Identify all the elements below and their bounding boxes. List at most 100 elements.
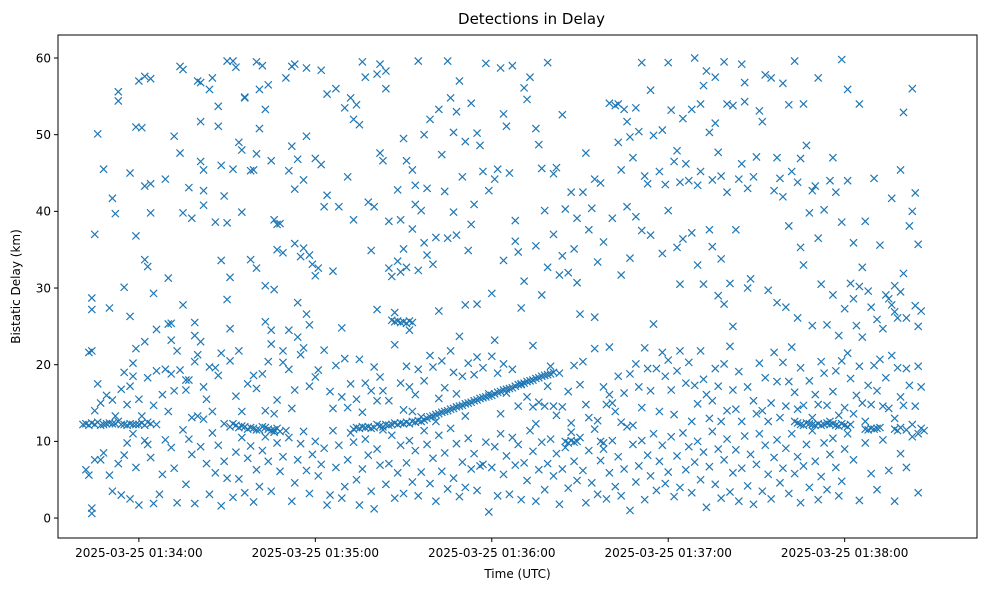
data-point xyxy=(393,468,402,477)
data-point xyxy=(643,451,652,460)
data-point xyxy=(834,331,843,340)
data-point xyxy=(511,237,520,246)
data-point xyxy=(570,244,579,253)
data-point xyxy=(661,180,670,189)
data-point xyxy=(152,420,161,429)
data-point xyxy=(699,448,708,457)
data-point xyxy=(158,470,167,479)
data-point xyxy=(543,382,552,391)
data-point xyxy=(299,175,308,184)
data-point xyxy=(525,376,535,385)
data-point xyxy=(825,450,834,459)
data-point xyxy=(605,99,614,108)
data-point xyxy=(678,114,687,123)
data-point xyxy=(278,358,287,367)
data-point xyxy=(375,60,385,69)
data-point xyxy=(561,205,570,214)
data-point xyxy=(714,445,723,454)
data-point xyxy=(602,400,611,409)
data-point xyxy=(884,404,893,413)
data-point xyxy=(117,491,126,500)
data-point xyxy=(852,391,861,400)
data-point xyxy=(578,188,587,197)
data-point xyxy=(270,215,279,224)
data-point xyxy=(708,242,717,251)
data-point xyxy=(390,494,399,503)
data-point xyxy=(281,426,290,435)
data-point xyxy=(446,93,455,102)
data-point xyxy=(872,485,882,494)
data-point xyxy=(646,231,655,240)
data-point xyxy=(120,451,129,460)
data-point xyxy=(352,475,361,484)
data-point xyxy=(425,479,435,488)
x-axis-label: Time (UTC) xyxy=(483,567,550,581)
data-point xyxy=(799,401,808,410)
data-point xyxy=(725,279,734,288)
data-point xyxy=(890,281,899,290)
data-point xyxy=(705,414,714,423)
data-point xyxy=(872,315,882,324)
data-point xyxy=(81,465,90,474)
data-point xyxy=(890,414,899,423)
data-point xyxy=(637,58,646,67)
data-point xyxy=(528,402,537,411)
data-point xyxy=(905,381,914,390)
data-point xyxy=(211,468,220,477)
data-point xyxy=(414,266,423,275)
data-point xyxy=(846,374,855,383)
data-point xyxy=(755,106,764,115)
data-point xyxy=(567,418,576,428)
data-point xyxy=(140,337,149,346)
data-point xyxy=(343,172,352,181)
data-point xyxy=(196,78,205,87)
data-point xyxy=(775,478,784,487)
data-point xyxy=(199,382,208,391)
data-point xyxy=(281,73,290,82)
data-point xyxy=(131,344,140,353)
data-point xyxy=(231,63,240,72)
data-point xyxy=(246,441,255,451)
data-point xyxy=(699,81,708,90)
data-point xyxy=(628,153,637,162)
data-point xyxy=(855,362,864,371)
data-point xyxy=(261,105,270,114)
data-point xyxy=(164,320,173,329)
data-point xyxy=(408,165,417,174)
data-point xyxy=(896,423,905,432)
data-point xyxy=(196,337,205,346)
data-point xyxy=(631,103,640,112)
chart-title: Detections in Delay xyxy=(458,10,605,28)
data-point xyxy=(693,181,702,190)
data-point xyxy=(420,376,429,385)
data-point xyxy=(678,234,687,243)
data-point xyxy=(564,387,573,396)
data-point xyxy=(358,57,367,66)
data-point xyxy=(358,408,367,417)
data-point xyxy=(864,381,873,390)
data-point xyxy=(796,363,805,372)
data-point xyxy=(531,419,540,428)
data-point xyxy=(143,373,152,382)
data-point xyxy=(467,99,476,108)
data-point xyxy=(120,283,129,292)
data-point xyxy=(720,455,729,464)
data-point xyxy=(305,382,314,391)
data-point xyxy=(514,440,523,449)
data-point xyxy=(99,165,108,174)
data-point xyxy=(434,394,443,403)
data-point xyxy=(870,174,879,183)
data-point xyxy=(711,119,720,128)
data-point xyxy=(411,446,420,455)
data-point xyxy=(684,442,693,451)
data-point xyxy=(99,420,108,429)
data-point xyxy=(399,405,408,414)
data-point xyxy=(552,411,561,420)
data-point xyxy=(867,400,876,409)
data-point xyxy=(437,150,446,159)
data-point xyxy=(914,322,923,331)
data-point xyxy=(252,149,261,158)
data-point xyxy=(273,438,282,447)
data-point xyxy=(176,149,185,158)
data-point xyxy=(790,388,799,397)
